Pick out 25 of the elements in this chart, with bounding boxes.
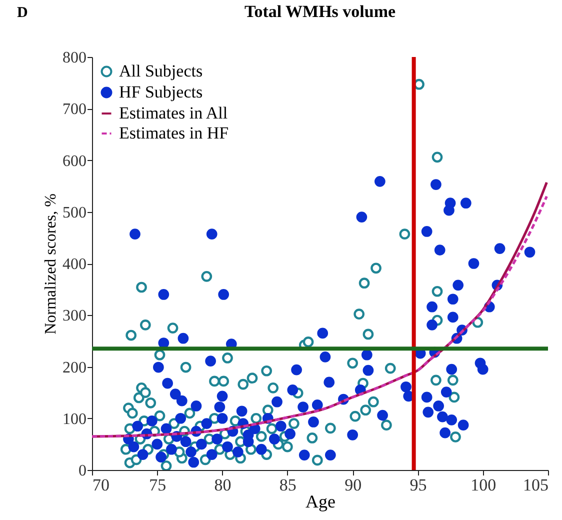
legend-label: All Subjects: [119, 62, 203, 80]
x-tick-label: 85: [279, 476, 296, 494]
x-axis-title: Age: [306, 492, 336, 512]
legend-label: Estimates in All: [119, 104, 228, 122]
y-tick-label: 100: [62, 410, 86, 428]
y-tick-label: 0: [78, 462, 86, 480]
x-tick-label: 90: [344, 476, 362, 494]
legend-label: HF Subjects: [119, 82, 203, 102]
x-tick-label: 105: [523, 476, 548, 494]
y-tick-label: 600: [62, 152, 86, 170]
x-tick-label: 100: [470, 476, 496, 494]
x-tick-label: 95: [410, 476, 427, 494]
y-tick-label: 700: [62, 101, 86, 118]
x-tick-label: 75: [149, 476, 166, 494]
text: D: [17, 5, 28, 21]
y-tick-label: 400: [62, 256, 86, 273]
chart-title: Total WMHs volume: [244, 2, 396, 21]
y-tick-label: 200: [62, 359, 86, 376]
y-tick-label: 300: [62, 308, 86, 325]
x-tick-label: 70: [92, 476, 110, 494]
y-tick-label: 500: [62, 204, 86, 222]
y-tick-label: 800: [62, 50, 86, 66]
y-axis-title: Normalized scores, %: [42, 194, 60, 334]
x-tick-label: 80: [214, 476, 232, 494]
legend-label: Estimates in HF: [119, 124, 229, 142]
